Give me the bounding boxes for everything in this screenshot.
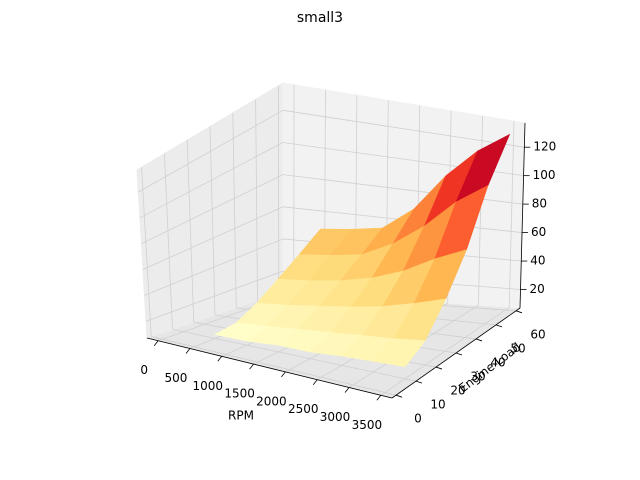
y-tick (515, 310, 523, 314)
y-tick-label: 60 (530, 327, 545, 341)
x-tick-label: 1000 (192, 379, 223, 393)
z-tick-label: 60 (531, 225, 546, 239)
y-tick (495, 324, 503, 328)
y-tick-label: 50 (510, 341, 525, 355)
grid-line (282, 109, 525, 148)
y-tick (475, 338, 483, 342)
grid-line (141, 167, 152, 337)
x-tick-label: 2000 (256, 394, 287, 408)
y-tick (455, 352, 463, 356)
x-tick (217, 356, 223, 362)
x-tick (344, 387, 350, 393)
x-tick-label: 3000 (320, 410, 351, 424)
y-tick (415, 380, 423, 384)
x-tick-label: 3500 (352, 418, 383, 432)
z-axis-line (519, 122, 526, 309)
z-tick-label: 100 (533, 168, 556, 182)
surface-patch (372, 338, 426, 368)
x-axis-label: RPM (228, 409, 254, 423)
x-tick-label: 1500 (224, 387, 255, 401)
grid-line (172, 328, 417, 382)
z-tick-label: 20 (530, 282, 545, 296)
y-tick-label: 40 (490, 355, 505, 369)
chart-title: small3 (297, 10, 343, 26)
z-tick-label: 80 (532, 197, 547, 211)
grid-line (508, 121, 515, 308)
grid-line (163, 153, 173, 330)
y-tick-label: 0 (414, 412, 422, 426)
grid-line (138, 109, 284, 193)
y-tick-label: 20 (450, 384, 465, 398)
grid-line (478, 115, 483, 306)
z-tick-label: 120 (533, 140, 556, 154)
x-tick (249, 363, 254, 370)
x-axis-line (146, 337, 393, 399)
grid-line (186, 140, 195, 323)
y-tick (395, 394, 403, 398)
y-tick-label: 10 (430, 398, 445, 412)
x-tick-label: 2500 (288, 402, 319, 416)
grid-line (151, 336, 397, 396)
x-tick (312, 379, 318, 385)
grid-line (145, 270, 284, 322)
x-tick-label: 500 (165, 371, 188, 385)
grid-line (142, 206, 284, 270)
x-tick-label: 0 (140, 363, 148, 377)
x-tick (185, 348, 191, 354)
y-tick (435, 366, 443, 370)
y-tick-label: 30 (470, 370, 485, 384)
z-tick-label: 40 (530, 254, 545, 268)
grid-line (255, 99, 258, 301)
grid-line (209, 126, 216, 316)
x-tick (376, 395, 382, 401)
x-tick (153, 340, 159, 346)
grid-line (232, 112, 237, 308)
x-tick (281, 371, 286, 378)
grid-line (141, 174, 284, 245)
grid-line (139, 142, 284, 219)
grid-line (144, 238, 284, 296)
